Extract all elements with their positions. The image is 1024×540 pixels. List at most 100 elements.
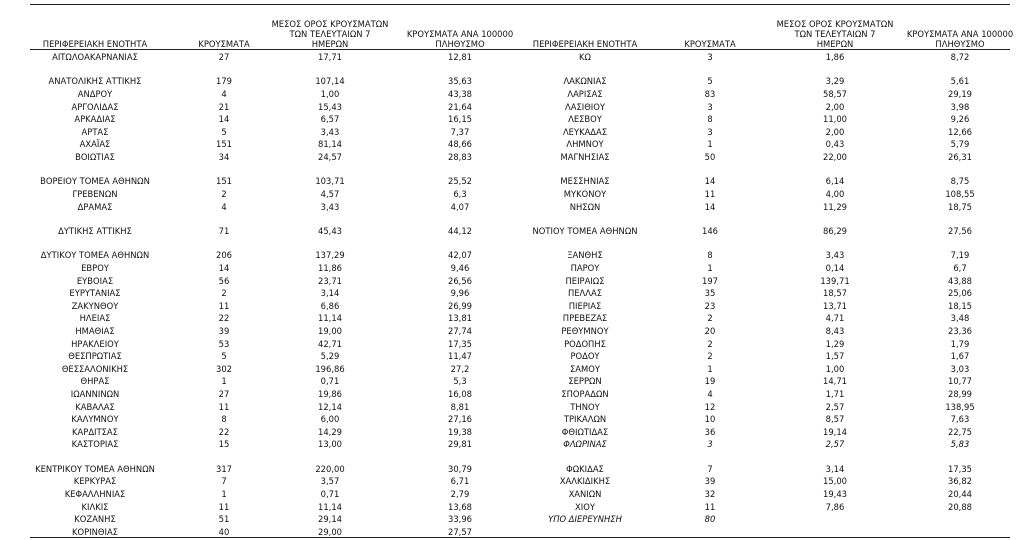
region: ΒΟΡΕΙΟΥ ΤΟΜΕΑ ΑΘΗΝΩΝ: [40, 176, 150, 187]
avg-7-days: 11,14: [318, 313, 342, 324]
header-cell: ΜΕΣΟΣ ΟΡΟΣ ΚΡΟΥΣΜΑΤΩΝ: [776, 19, 894, 29]
avg-7-days: 19,00: [318, 326, 342, 336]
per-100000: 18,15: [948, 300, 972, 311]
per-100000: 22,75: [948, 426, 972, 437]
per-100000: 6,71: [450, 476, 470, 487]
per-100000: 27,74: [448, 326, 472, 336]
cases: 50: [704, 152, 716, 162]
avg-7-days: 107,14: [315, 76, 345, 87]
per-100000: 138,95: [945, 401, 975, 412]
per-100000: 35,63: [448, 76, 472, 87]
cases: 151: [216, 176, 232, 187]
region: ΑΝΑΤΟΛΙΚΗΣ ΑΤΤΙΚΗΣ: [48, 76, 142, 87]
avg-7-days: 3,43: [320, 201, 340, 212]
cases: 34: [218, 152, 230, 162]
cases: 1: [221, 376, 227, 387]
avg-7-days: 13,71: [823, 300, 847, 311]
per-100000: 10,77: [948, 376, 972, 387]
avg-7-days: 15,43: [318, 101, 342, 112]
region: ΔΡΑΜΑΣ: [77, 201, 113, 212]
per-100000: 27,56: [948, 226, 972, 236]
region: ΚΙΛΚΙΣ: [81, 501, 109, 512]
region: ΚΑΛΥΜΝΟΥ: [71, 414, 119, 425]
region: ΤΗΝΟΥ: [570, 401, 600, 412]
avg-7-days: 24,57: [318, 152, 342, 162]
avg-7-days: 42,71: [318, 338, 342, 349]
per-100000: 2,79: [450, 489, 470, 499]
region: ΣΠΟΡΑΔΩΝ: [561, 389, 609, 399]
cases: 4: [221, 89, 227, 99]
per-100000: 12,81: [448, 52, 472, 62]
per-100000: 20,88: [948, 501, 972, 512]
region: ΚΕΝΤΡΙΚΟΥ ΤΟΜΕΑ ΑΘΗΝΩΝ: [35, 463, 155, 474]
avg-7-days: 8,57: [825, 414, 845, 425]
cases: 5: [221, 126, 227, 137]
avg-7-days: 6,86: [320, 300, 340, 311]
region: ΧΑΝΙΩΝ: [568, 489, 602, 499]
cases: 3: [707, 439, 713, 450]
cases: 32: [704, 489, 716, 499]
avg-7-days: 1,00: [320, 89, 340, 99]
per-100000: 27,2: [450, 363, 470, 374]
per-100000: 9,96: [450, 288, 470, 299]
avg-7-days: 86,29: [823, 226, 847, 236]
per-100000: 19,38: [448, 426, 472, 437]
region: ΦΘΙΩΤΙΔΑΣ: [561, 426, 609, 437]
avg-7-days: 1,00: [825, 363, 845, 374]
cases: 39: [218, 326, 230, 336]
avg-7-days: 103,71: [315, 176, 345, 187]
region: ΙΩΑΝΝΙΝΩΝ: [70, 389, 120, 399]
region: ΘΕΣΠΡΩΤΙΑΣ: [68, 351, 122, 362]
avg-7-days: 17,71: [318, 52, 342, 62]
avg-7-days: 137,29: [315, 250, 345, 261]
cases: 14: [704, 176, 716, 187]
cases: 3: [707, 126, 713, 137]
cases: 40: [218, 526, 230, 537]
avg-7-days: 19,43: [823, 489, 847, 499]
cases: 1: [221, 489, 227, 499]
cases: 4: [707, 389, 713, 399]
region: ΧΑΛΚΙΔΙΚΗΣ: [559, 476, 611, 487]
cases: 11: [704, 189, 716, 199]
per-100000: 1,67: [950, 351, 970, 362]
region: ΚΟΡΙΝΘΙΑΣ: [72, 526, 118, 537]
per-100000: 13,81: [448, 313, 472, 324]
avg-7-days: 0,71: [320, 489, 340, 499]
avg-7-days: 23,71: [318, 275, 342, 286]
region: ΛΑΣΙΘΙΟΥ: [565, 101, 605, 112]
region: ΗΛΕΙΑΣ: [79, 313, 111, 324]
cases: 14: [704, 201, 716, 212]
per-100000: 17,35: [948, 463, 972, 474]
avg-7-days: 3,14: [825, 463, 845, 474]
avg-7-days: 2,57: [825, 439, 845, 450]
avg-7-days: 11,00: [823, 114, 847, 125]
cases: 179: [216, 76, 232, 87]
per-100000: 23,36: [948, 326, 972, 336]
cases: 11: [218, 501, 230, 512]
cases: 206: [216, 250, 232, 261]
per-100000: 9,46: [450, 263, 470, 273]
cases: 35: [704, 288, 716, 299]
avg-7-days: 11,86: [318, 263, 342, 273]
cases: 151: [216, 139, 232, 150]
per-100000: 6,7: [953, 263, 967, 273]
region: ΑΙΤΩΛΟΑΚΑΡΝΑΝΙΑΣ: [52, 52, 138, 62]
header-cell: ΚΡΟΥΣΜΑΤΑ: [198, 39, 250, 49]
header-cell: ΗΜΕΡΩΝ: [816, 39, 854, 49]
cases: 23: [704, 300, 716, 311]
per-100000: 5,79: [950, 139, 970, 150]
cases: 10: [704, 414, 716, 425]
region: ΚΕΦΑΛΛΗΝΙΑΣ: [64, 489, 126, 499]
cases: 20: [704, 326, 716, 336]
per-100000: 27,57: [448, 526, 472, 537]
region: ΚΑΒΑΛΑΣ: [75, 401, 115, 412]
cases: 302: [216, 363, 232, 374]
cases: 12: [704, 401, 716, 412]
region: ΦΛΩΡΙΝΑΣ: [563, 439, 607, 450]
region: ΘΕΣΣΑΛΟΝΙΚΗΣ: [61, 363, 129, 374]
region: ΚΟΖΑΝΗΣ: [74, 514, 116, 525]
avg-7-days: 29,00: [318, 526, 342, 537]
per-100000: 16,08: [448, 389, 472, 399]
per-100000: 8,81: [450, 401, 470, 412]
avg-7-days: 15,00: [823, 476, 847, 487]
